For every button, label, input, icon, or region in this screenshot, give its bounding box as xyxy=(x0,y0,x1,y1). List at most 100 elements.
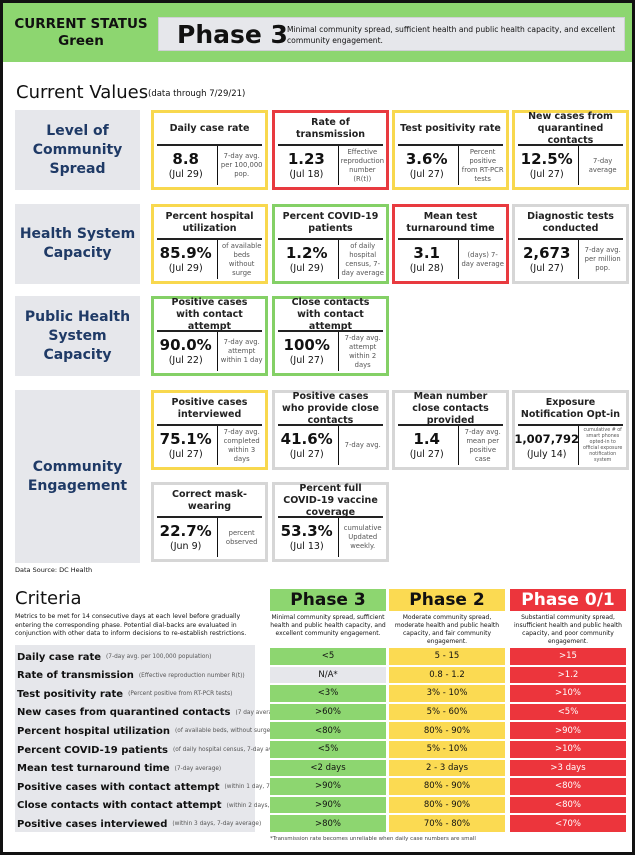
card-value-area: 1.2% (Jul 29) xyxy=(275,240,340,279)
data-source: Data Source: DC Health xyxy=(15,566,93,574)
card-title: New cases from quarantined contacts xyxy=(518,111,623,146)
card-value: 12.5% xyxy=(520,149,573,168)
criteria-description: Metrics to be met for 14 consecutive day… xyxy=(15,613,247,637)
card-date: (Jul 27) xyxy=(289,448,324,460)
phase-description: Minimal community spread, sufficient hea… xyxy=(270,614,386,637)
criteria-cell: >90% xyxy=(510,722,626,739)
section-label: Community Engagement xyxy=(15,390,140,563)
card-date: (Jul 27) xyxy=(289,354,324,366)
card-value: 1,007,792 xyxy=(514,431,580,446)
criteria-cell: 5 - 15 xyxy=(389,648,505,665)
card-date: (Jul 29) xyxy=(168,168,203,180)
phase-description: Moderate community spread, moderate heal… xyxy=(394,614,500,645)
card-title: Percent COVID-19 patients xyxy=(278,207,383,240)
card-note: 7-day avg. mean per positive case xyxy=(464,427,501,463)
phase-header: Phase 3 xyxy=(270,589,386,611)
card-value: 53.3% xyxy=(280,521,333,540)
criteria-cell: <80% xyxy=(510,796,626,814)
criteria-cell: >10% xyxy=(510,685,626,702)
criteria-metric-note: (within 1 day, 7 day avg.) xyxy=(224,784,299,791)
card-value-area: 1.23 (Jul 18) xyxy=(275,146,339,185)
metric-card: Correct mask-wearing 22.7% (Jun 9) percen… xyxy=(151,482,268,562)
criteria-cell: >90% xyxy=(270,796,386,814)
current-values-title: Current Values xyxy=(16,82,149,103)
card-value-area: 85.9% (Jul 29) xyxy=(154,240,219,279)
criteria-row-label: Daily case rate (7-day avg. per 100,000 p… xyxy=(17,647,211,667)
criteria-cell: >80% xyxy=(270,815,386,832)
card-date: (July 14) xyxy=(526,448,567,460)
card-value-area: 8.8 (Jul 29) xyxy=(154,146,219,185)
metric-card: New cases from quarantined contacts 12.5… xyxy=(512,110,629,190)
card-note: 7-day avg. attempt within 1 day xyxy=(220,338,263,364)
card-note: 7-day avg. per 100,000 pop. xyxy=(220,152,263,178)
card-value-area: 1.4 (Jul 27) xyxy=(395,426,460,465)
criteria-cell: >10% xyxy=(510,741,626,758)
card-note: Percent positive from RT-PCR tests xyxy=(461,147,504,183)
status-header: CURRENT STATUS Green Phase 3 Minimal comm… xyxy=(3,3,632,62)
card-value: 75.1% xyxy=(159,429,212,448)
metric-card: Test positivity rate 3.6% (Jul 27) Percen… xyxy=(392,110,509,190)
card-note: (days) 7-day average xyxy=(461,250,504,268)
card-title: Mean test turnaround time xyxy=(398,207,503,240)
card-value-area: 3.6% (Jul 27) xyxy=(395,146,460,185)
criteria-cell: >15 xyxy=(510,648,626,665)
card-date: (Jul 27) xyxy=(168,448,203,460)
criteria-metric-note: (within 3 days, 7-day average) xyxy=(172,821,262,828)
card-date: (Jun 9) xyxy=(170,540,202,552)
criteria-cell: <80% xyxy=(510,778,626,795)
criteria-cell: 80% - 90% xyxy=(389,796,505,814)
criteria-cell: <80% xyxy=(270,722,386,739)
card-value: 8.8 xyxy=(172,149,199,168)
metric-card: Mean test turnaround time 3.1 (Jul 28) (d… xyxy=(392,204,509,284)
card-value: 3.1 xyxy=(413,243,440,262)
criteria-metric: Percent COVID-19 patients xyxy=(17,744,168,756)
metric-card: Percent hospital utilization 85.9% (Jul 2… xyxy=(151,204,268,284)
card-title: Exposure Notification Opt-in xyxy=(518,393,623,426)
metric-card: Mean number close contacts provided 1.4(… xyxy=(392,390,509,470)
card-date: (Jul 27) xyxy=(409,168,444,180)
card-note: Effective reproduction number (R(t)) xyxy=(340,147,385,183)
criteria-cell: 80% - 90% xyxy=(389,778,505,795)
card-note: percent observed xyxy=(225,528,258,546)
criteria-row-label: Percent COVID-19 patients (of daily hospi… xyxy=(17,740,291,760)
metric-card: Diagnostic tests conducted 2,673 (Jul 27)… xyxy=(512,204,629,284)
card-date: (Jul 29) xyxy=(168,262,203,274)
metric-card: Percent full COVID-19 vaccine coverage 5… xyxy=(272,482,389,562)
criteria-row-label: New cases from quarantined contacts (7 da… xyxy=(17,703,282,723)
current-phase-box: Phase 3 Minimal community spread, suffic… xyxy=(158,17,625,51)
metric-card: Close contacts with contact attempt 100%… xyxy=(272,296,389,376)
footnote: *Transmission rate becomes unreliable wh… xyxy=(270,836,476,842)
phase-description: Substantial community spread, insufficie… xyxy=(514,614,622,645)
criteria-metric: Rate of transmission xyxy=(17,670,134,682)
criteria-cell: <2 days xyxy=(270,759,386,777)
criteria-cell: 0.8 - 1.2 xyxy=(389,666,505,684)
card-value: 41.6% xyxy=(280,429,333,448)
card-value: 1.2% xyxy=(285,243,328,262)
metric-card: Positive cases with contact attempt 90.0… xyxy=(151,296,268,376)
criteria-metric-note: (7 day average) xyxy=(235,709,282,716)
phase-header: Phase 2 xyxy=(389,589,505,611)
metric-card: Percent COVID-19 patients 1.2% (Jul 29) o… xyxy=(272,204,389,284)
criteria-cell: >1.2 xyxy=(510,666,626,684)
criteria-cell: >60% xyxy=(270,703,386,721)
card-note: cumulative Updated weekly. xyxy=(343,524,382,550)
card-title: Positive cases interviewed xyxy=(157,393,262,426)
criteria-cell: <5 xyxy=(270,648,386,665)
card-date: (Jul 22) xyxy=(168,354,203,366)
card-value-area: 100% (Jul 27) xyxy=(275,332,340,371)
criteria-cell: >90% xyxy=(270,778,386,795)
status-color: Green xyxy=(58,33,104,49)
card-note: of available beds without surge xyxy=(221,241,262,277)
card-date: (Jul 28) xyxy=(409,262,444,274)
criteria-row-label: Test positivity rate (Percent positive fr… xyxy=(17,684,232,704)
criteria-metric-note: (within 2 days, 7 day avg.) xyxy=(226,802,304,809)
criteria-metric: Percent hospital utilization xyxy=(17,725,171,737)
card-value-area: 3.1 (Jul 28) xyxy=(395,240,460,279)
criteria-metric: Close contacts with contact attempt xyxy=(17,800,222,812)
criteria-cell: <5% xyxy=(270,741,386,758)
card-value-area: 1,007,792 (July 14) xyxy=(514,426,580,465)
card-title: Positive cases who provide close contact… xyxy=(278,391,383,426)
card-value-area: 75.1% (Jul 27) xyxy=(154,426,219,465)
card-value: 100% xyxy=(283,335,330,354)
